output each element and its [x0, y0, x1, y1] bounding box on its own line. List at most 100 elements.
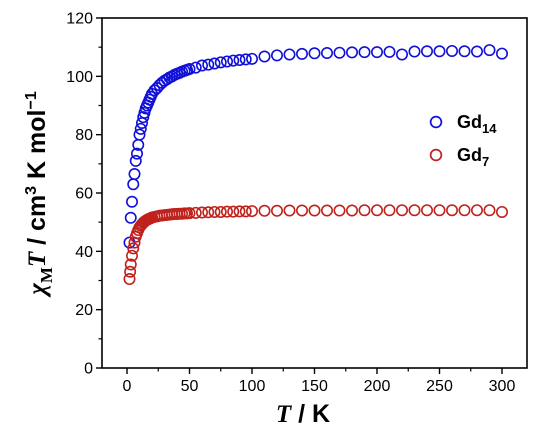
data-point: [433, 45, 446, 58]
x-tick-label: 0: [123, 378, 132, 395]
data-point: [445, 44, 458, 57]
series-gd14: [123, 44, 508, 249]
data-point: [124, 211, 137, 224]
data-point: [270, 204, 283, 217]
data-point: [345, 204, 358, 217]
data-point: [134, 122, 147, 135]
data-point: [227, 54, 240, 67]
data-point: [283, 204, 296, 217]
data-point: [383, 45, 396, 58]
y-tick-label: 100: [66, 69, 93, 86]
data-point: [202, 206, 215, 219]
x-tick-label: 300: [489, 378, 516, 395]
data-point: [183, 63, 196, 76]
data-point: [189, 61, 202, 74]
x-tick-label: 150: [301, 378, 328, 395]
data-point: [445, 204, 458, 217]
data-point: [495, 205, 508, 218]
data-point: [458, 45, 471, 58]
data-point: [420, 45, 433, 58]
y-tick-label: 20: [75, 302, 93, 319]
data-point: [133, 128, 146, 141]
data-point: [320, 46, 333, 59]
legend-marker: [429, 148, 443, 162]
legend-marker: [429, 115, 443, 129]
x-tick-label: 200: [364, 378, 391, 395]
data-point: [127, 242, 140, 255]
y-tick-label: 0: [84, 361, 93, 378]
data-point: [370, 46, 383, 59]
y-tick-label: 120: [66, 11, 93, 28]
y-tick-label: 60: [75, 186, 93, 203]
y-axis-title: χMT / cm3 K mol−1: [23, 91, 56, 298]
data-point: [126, 195, 139, 208]
data-point: [295, 47, 308, 60]
data-point: [239, 205, 252, 218]
data-point: [395, 48, 408, 61]
data-point: [320, 204, 333, 217]
data-point: [227, 205, 240, 218]
markers-layer: [123, 44, 508, 286]
data-point: [128, 168, 141, 181]
data-point: [258, 50, 271, 63]
data-point: [246, 205, 259, 218]
data-point: [196, 206, 209, 219]
data-point: [183, 207, 196, 220]
data-point: [189, 206, 202, 219]
data-point: [333, 46, 346, 59]
x-axis-title: T / K: [276, 400, 330, 428]
axes-layer: 0 50 100 150 200 250 300 0 20 40 60 80 100 120: [66, 11, 528, 395]
data-point: [124, 265, 137, 278]
data-point: [483, 204, 496, 217]
data-point: [308, 204, 321, 217]
data-point: [308, 47, 321, 60]
data-point: [283, 48, 296, 61]
data-point: [124, 258, 137, 271]
series-gd7: [123, 204, 508, 286]
data-point: [196, 59, 209, 72]
data-point: [470, 204, 483, 217]
data-point: [123, 273, 136, 286]
data-point: [131, 147, 144, 160]
data-point: [239, 53, 252, 66]
legend: Gd14 Gd7: [429, 112, 497, 169]
data-point: [126, 249, 139, 262]
data-point: [127, 178, 140, 191]
data-point: [233, 53, 246, 66]
data-point: [208, 57, 221, 70]
data-point: [221, 205, 234, 218]
data-point: [270, 49, 283, 62]
legend-label: Gd7: [457, 145, 489, 169]
data-point: [214, 205, 227, 218]
data-point: [129, 154, 142, 167]
data-point: [221, 55, 234, 68]
data-point: [458, 204, 471, 217]
data-point: [395, 204, 408, 217]
data-point: [233, 205, 246, 218]
x-tick-label: 100: [239, 378, 266, 395]
data-point: [295, 204, 308, 217]
data-point: [214, 56, 227, 69]
data-point: [246, 52, 259, 65]
data-point: [358, 204, 371, 217]
data-point: [258, 204, 271, 217]
data-point: [333, 204, 346, 217]
data-point: [383, 204, 396, 217]
data-point: [370, 204, 383, 217]
x-tick-label: 50: [181, 378, 199, 395]
data-point: [358, 46, 371, 59]
y-tick-label: 80: [75, 127, 93, 144]
x-tick-label: 250: [426, 378, 453, 395]
data-point: [433, 204, 446, 217]
data-point: [483, 44, 496, 57]
y-tick-label: 40: [75, 244, 93, 261]
data-point: [208, 205, 221, 218]
data-point: [420, 204, 433, 217]
data-point: [345, 46, 358, 59]
data-point: [408, 45, 421, 58]
legend-label: Gd14: [457, 112, 497, 136]
data-point: [202, 58, 215, 71]
data-point: [470, 45, 483, 58]
data-point: [408, 204, 421, 217]
data-point: [495, 47, 508, 60]
